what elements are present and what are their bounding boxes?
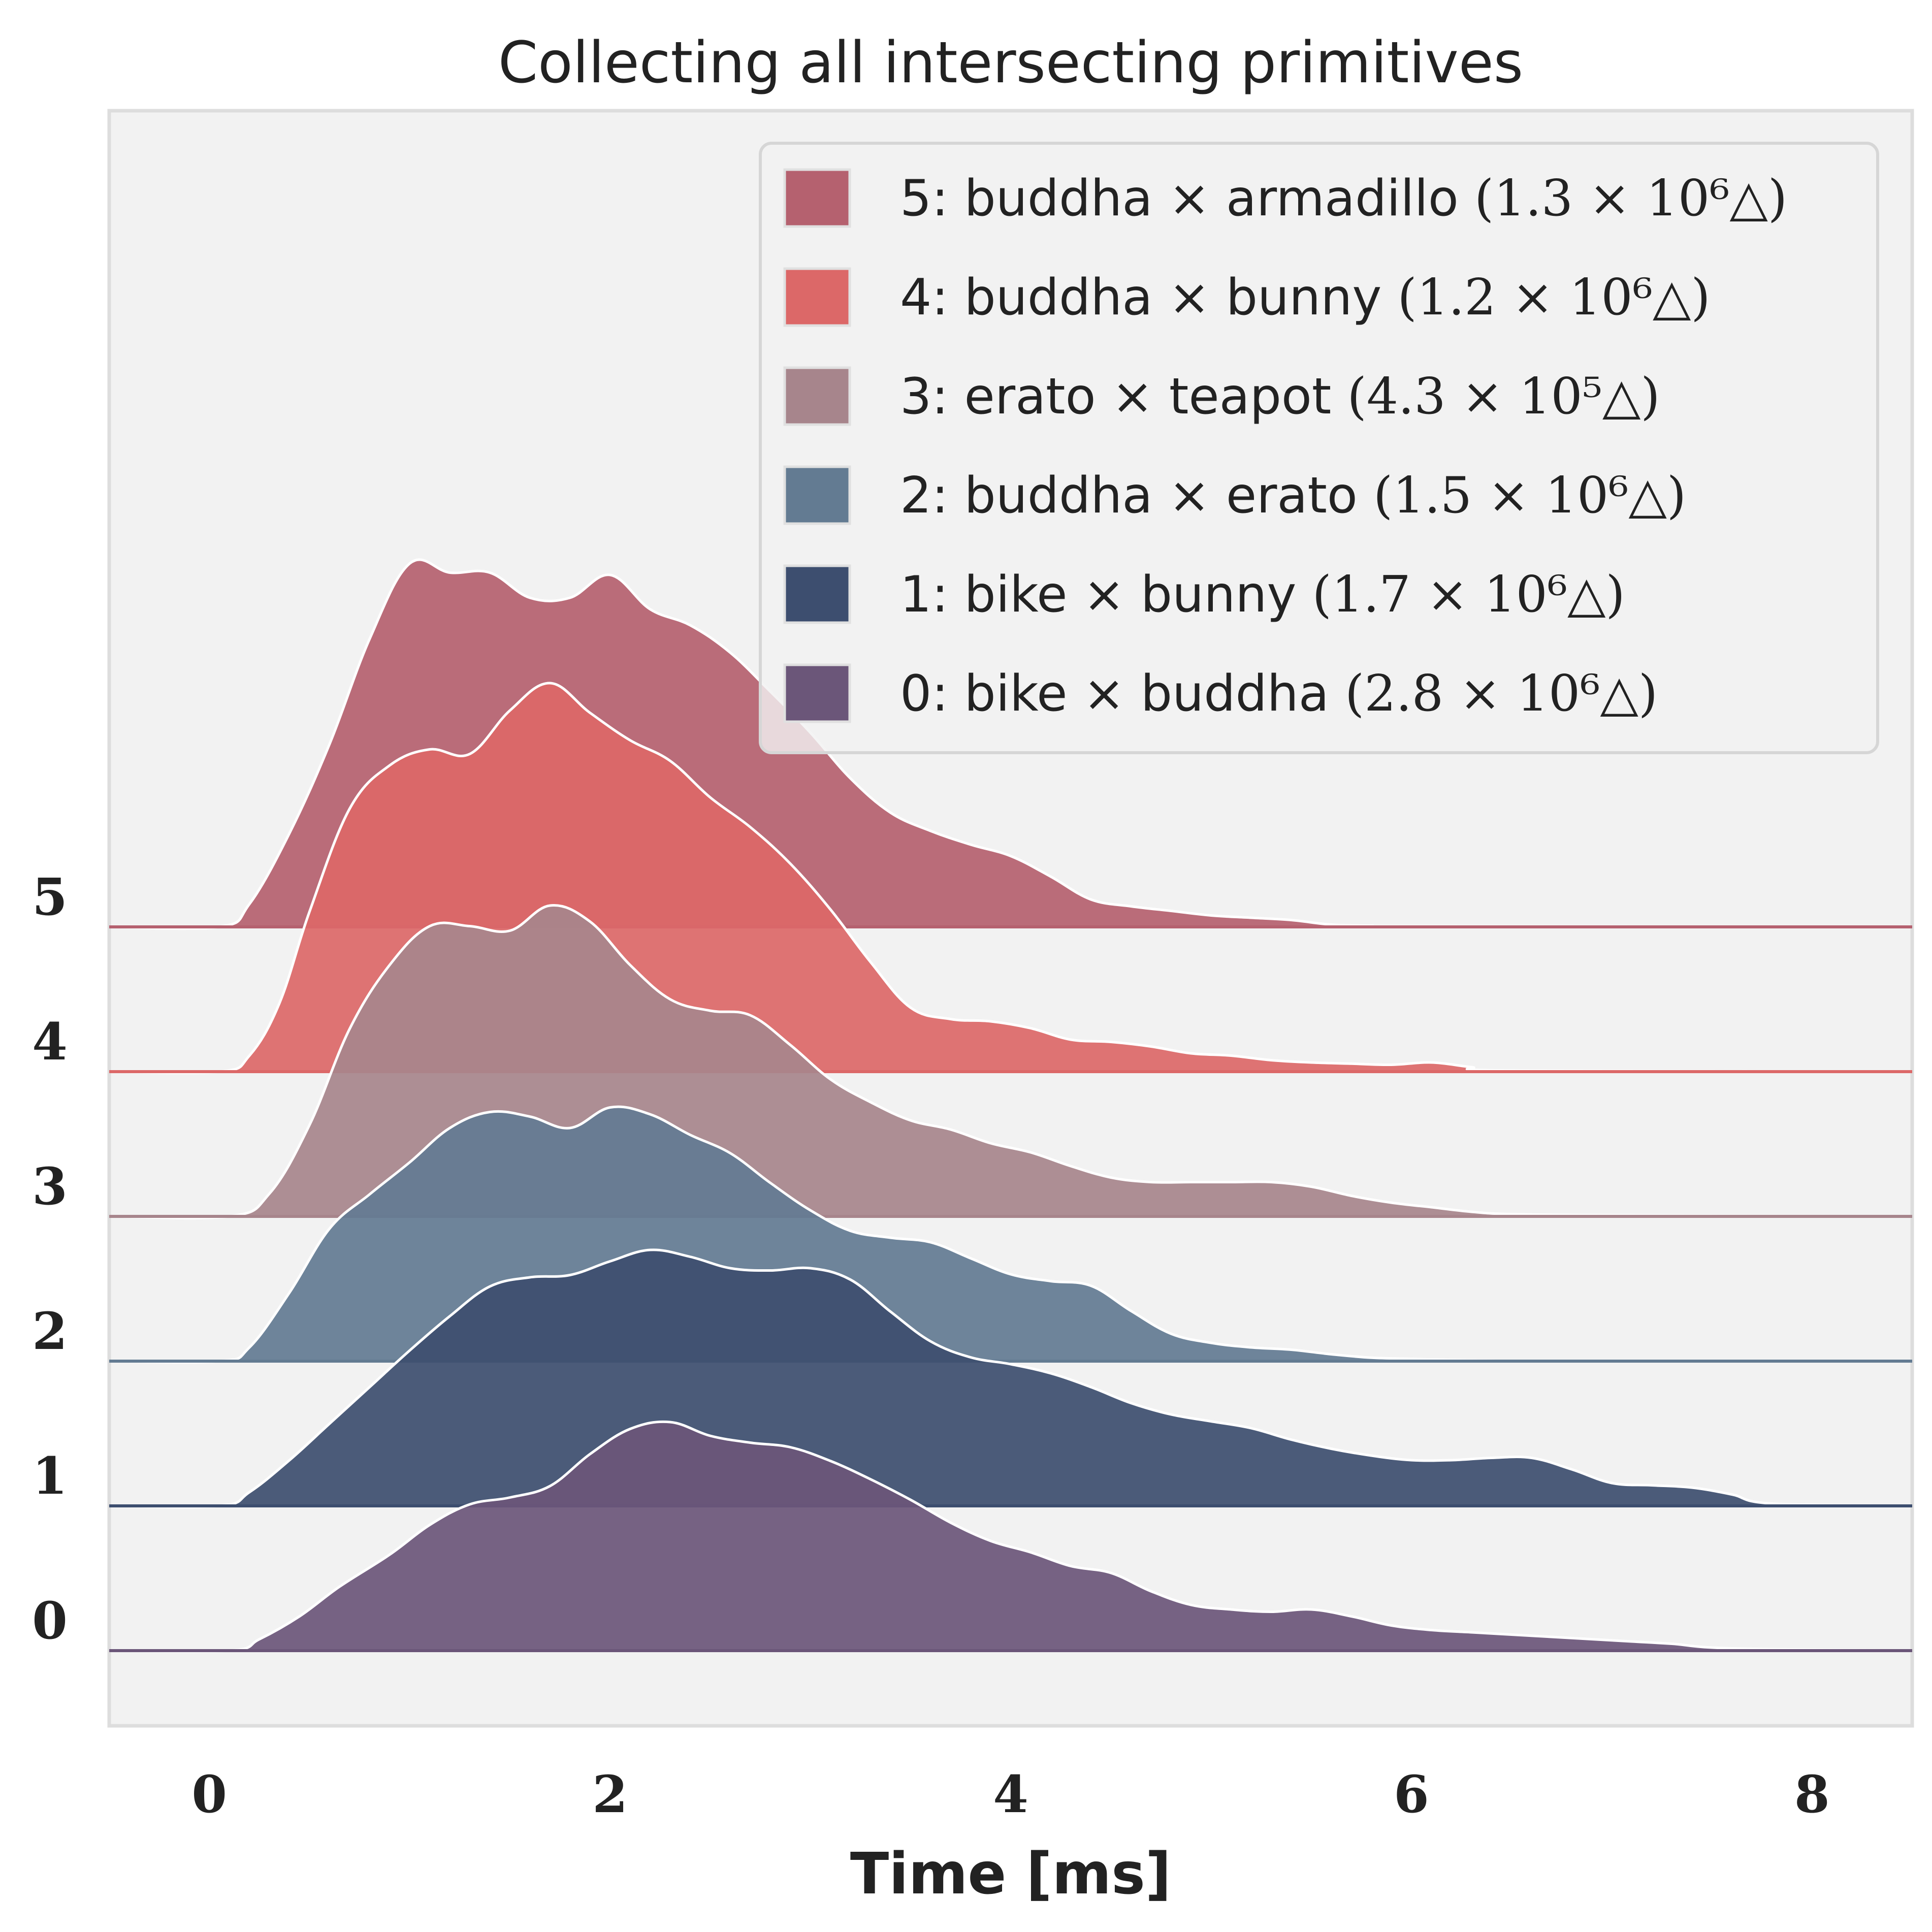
legend: 5: buddha × armadillo (1.3 × 10⁶△) 4: bud… xyxy=(759,142,1879,754)
legend-tricount-5: (1.3 × 10⁶△) xyxy=(1474,170,1787,228)
legend-tricount-4: (1.2 × 10⁶△) xyxy=(1398,269,1711,327)
ridge-series-0 xyxy=(109,1420,1913,1653)
ridge-outline-3 xyxy=(109,904,1913,1220)
x-tick-label-8: 8 xyxy=(1794,1764,1830,1824)
y-tick-labels: 0 1 2 3 4 5 xyxy=(32,867,68,1651)
legend-swatch-2 xyxy=(783,465,851,525)
legend-label-4: 4: buddha × bunny (1.2 × 10⁶△) xyxy=(900,269,1711,327)
legend-item-4: 4: buddha × bunny (1.2 × 10⁶△) xyxy=(783,267,1711,327)
legend-items: 5: buddha × armadillo (1.3 × 10⁶△) 4: bud… xyxy=(783,168,1787,723)
y-tick-label-0: 0 xyxy=(32,1591,68,1651)
legend-item-5: 5: buddha × armadillo (1.3 × 10⁶△) xyxy=(783,168,1787,228)
ridge-outline-1 xyxy=(109,1248,1913,1508)
legend-label-0: 0: bike × buddha (2.8 × 10⁶△) xyxy=(900,665,1658,723)
x-tick-label-0: 0 xyxy=(191,1764,227,1824)
y-tick-label-5: 5 xyxy=(32,867,68,927)
x-axis-label: Time [ms] xyxy=(850,1841,1171,1907)
legend-frame xyxy=(759,142,1879,754)
ridges-group xyxy=(109,558,1913,1653)
legend-item-1: 1: bike × bunny (1.7 × 10⁶△) xyxy=(783,564,1625,624)
legend-name-3: 3: erato × teapot xyxy=(900,368,1347,426)
ridge-series-1 xyxy=(109,1248,1913,1508)
legend-swatch-4 xyxy=(783,267,851,327)
x-tick-label-2: 2 xyxy=(592,1764,628,1824)
ridge-area-0 xyxy=(109,1422,1912,1652)
legend-name-5: 5: buddha × armadillo xyxy=(900,170,1474,228)
legend-name-2: 2: buddha × erato xyxy=(900,467,1373,525)
legend-item-3: 3: erato × teapot (4.3 × 10⁵△) xyxy=(783,366,1660,426)
legend-swatch-1 xyxy=(783,564,851,624)
legend-tricount-0: (2.8 × 10⁶△) xyxy=(1345,665,1658,723)
ridge-outline-4 xyxy=(109,682,1913,1075)
legend-tricount-3: (4.3 × 10⁵△) xyxy=(1347,368,1660,426)
legend-swatch-0 xyxy=(783,663,851,723)
legend-item-2: 2: buddha × erato (1.5 × 10⁶△) xyxy=(783,465,1686,525)
x-tick-label-4: 4 xyxy=(993,1764,1028,1824)
ridge-outline-2 xyxy=(109,1105,1913,1364)
legend-label-1: 1: bike × bunny (1.7 × 10⁶△) xyxy=(900,566,1625,624)
y-tick-label-2: 2 xyxy=(32,1301,68,1361)
legend-label-5: 5: buddha × armadillo (1.3 × 10⁶△) xyxy=(900,170,1787,228)
legend-name-4: 4: buddha × bunny xyxy=(900,269,1398,327)
legend-label-2: 2: buddha × erato (1.5 × 10⁶△) xyxy=(900,467,1686,525)
legend-tricount-1: (1.7 × 10⁶△) xyxy=(1312,566,1625,624)
x-tick-label-6: 6 xyxy=(1394,1764,1429,1824)
legend-name-0: 0: bike × buddha xyxy=(900,665,1345,723)
ridge-outline-0 xyxy=(109,1420,1913,1653)
x-tick-labels: 0 2 4 6 8 xyxy=(191,1764,1829,1824)
legend-swatch-3 xyxy=(783,366,851,426)
legend-label-3: 3: erato × teapot (4.3 × 10⁵△) xyxy=(900,368,1660,426)
y-tick-label-1: 1 xyxy=(32,1446,68,1506)
legend-tricount-2: (1.5 × 10⁶△) xyxy=(1373,467,1686,525)
legend-item-0: 0: bike × buddha (2.8 × 10⁶△) xyxy=(783,663,1658,723)
legend-name-1: 1: bike × bunny xyxy=(900,566,1312,624)
y-tick-label-4: 4 xyxy=(32,1012,68,1072)
y-tick-label-3: 3 xyxy=(32,1156,68,1216)
chart-title: Collecting all intersecting primitives xyxy=(498,30,1523,96)
legend-swatch-5 xyxy=(783,168,851,228)
ridge-area-1 xyxy=(109,1249,1912,1507)
